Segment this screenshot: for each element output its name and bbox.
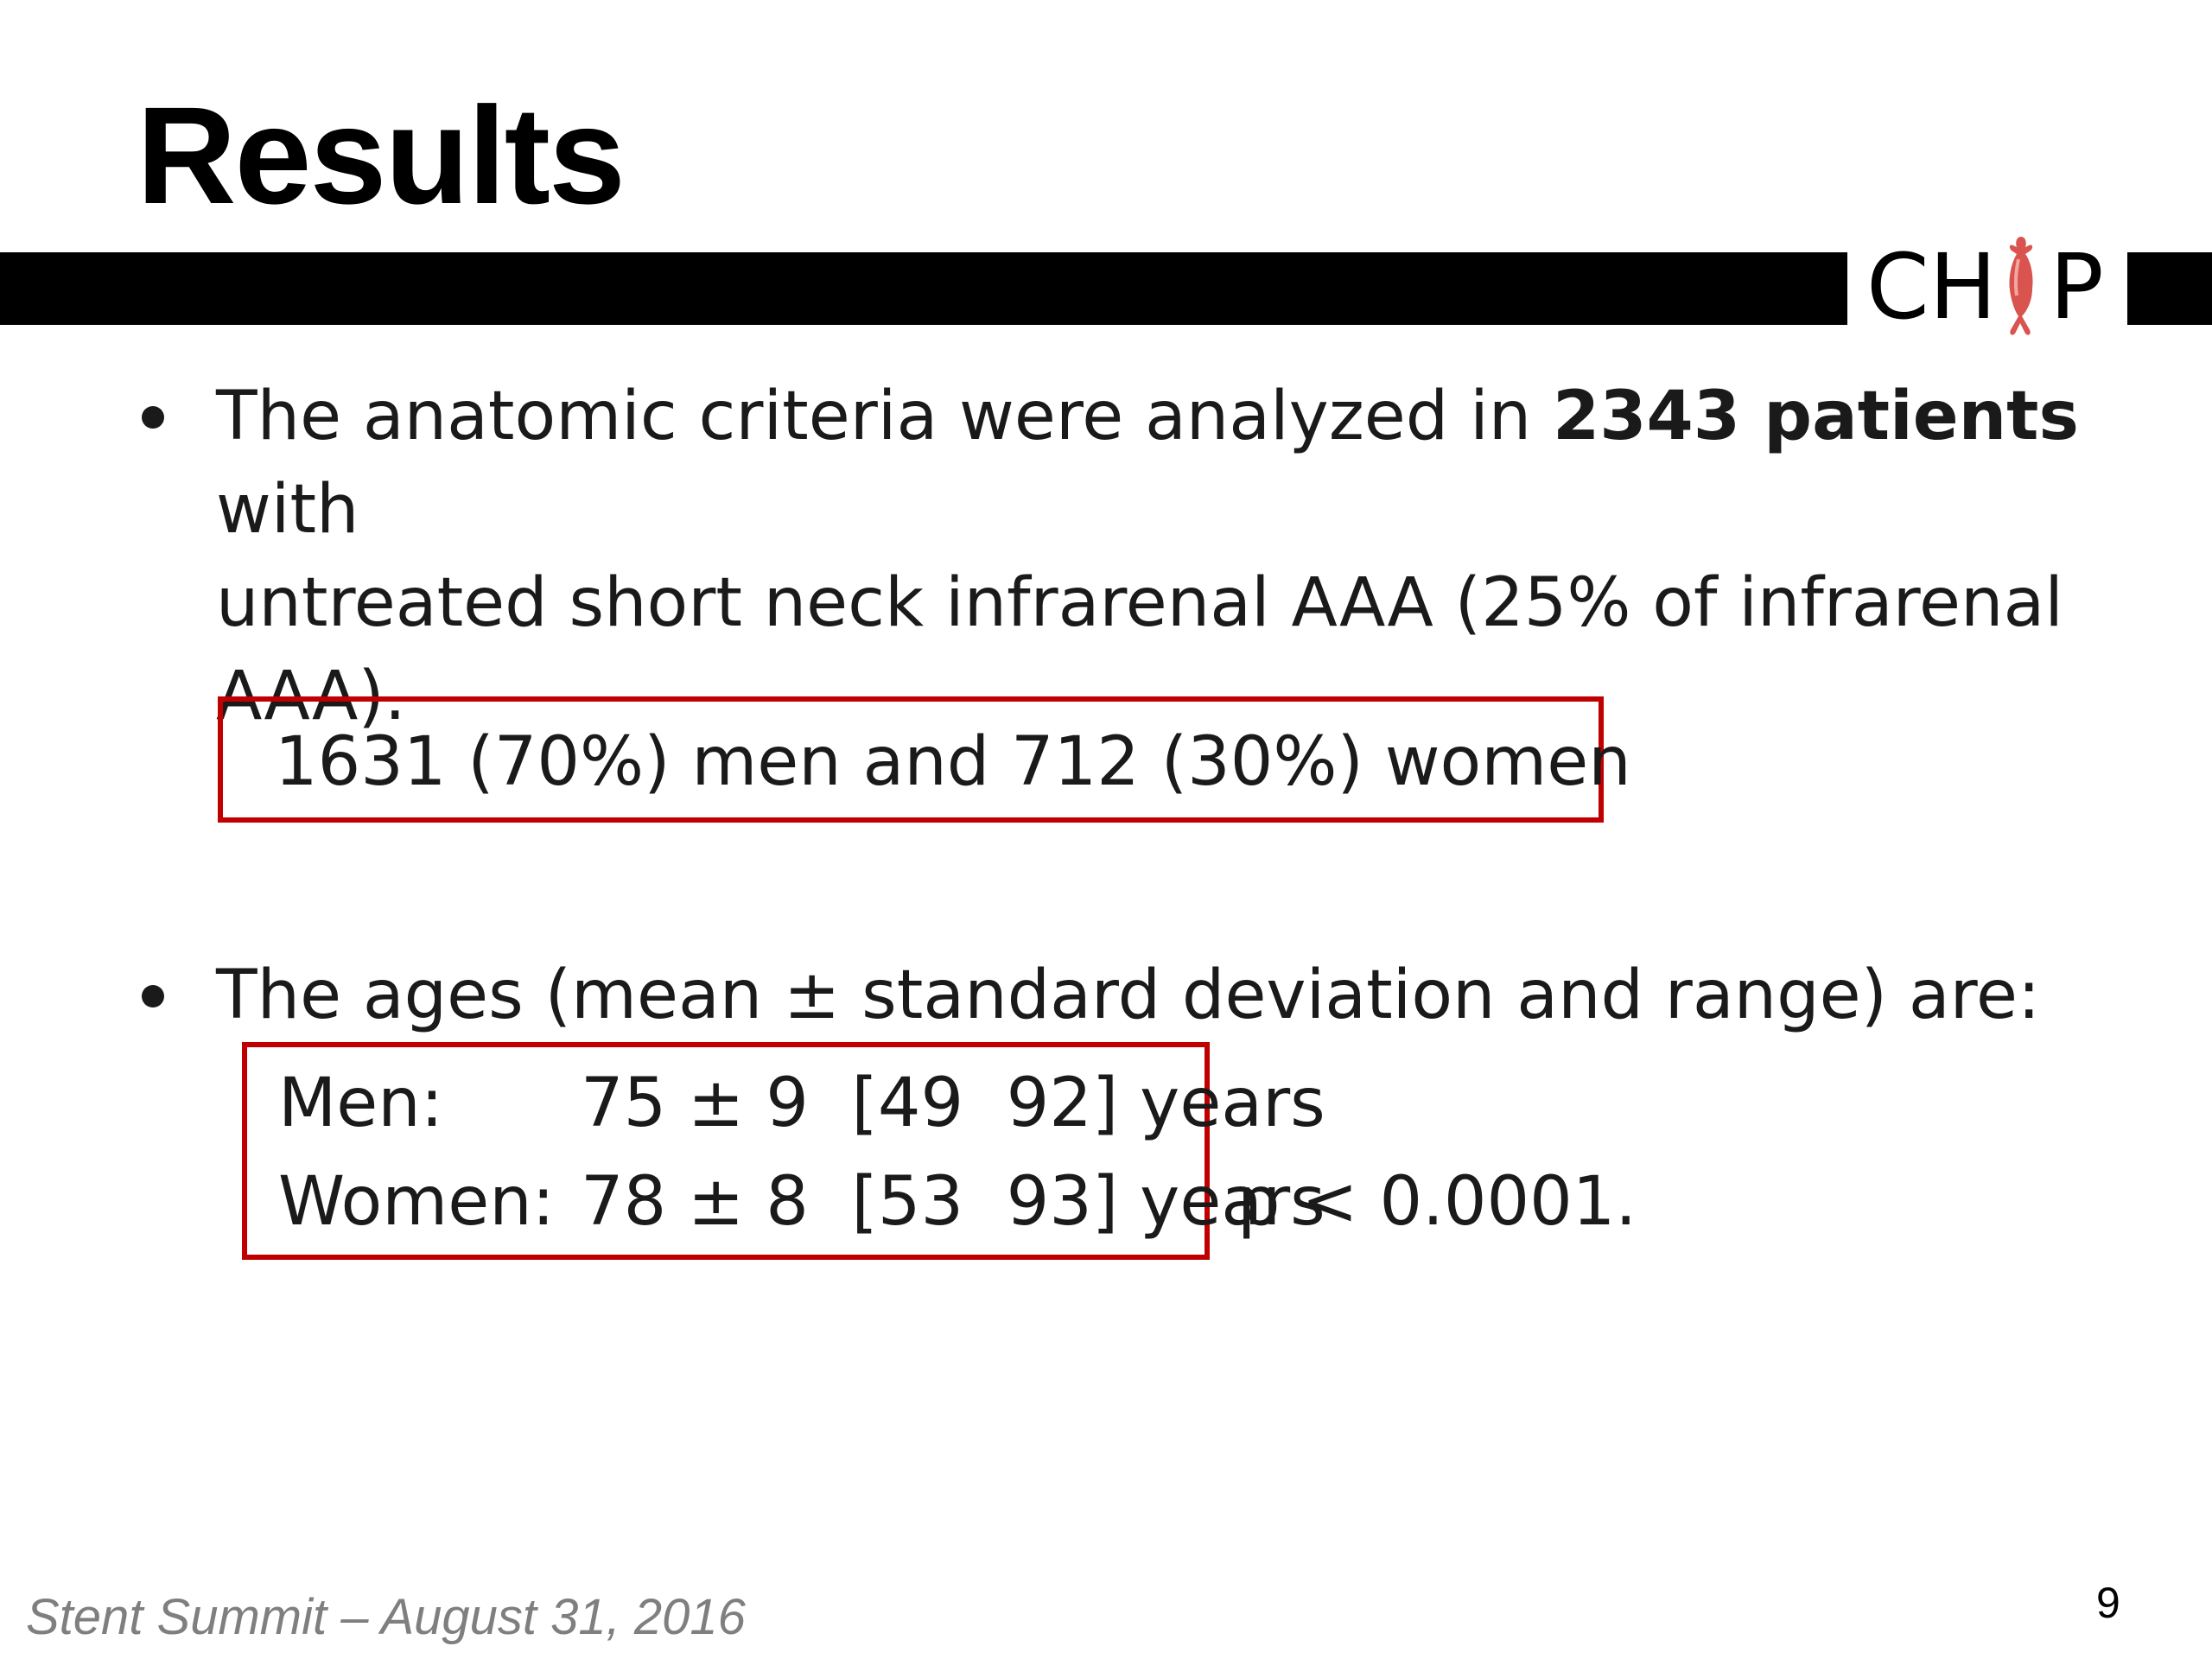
bullet-1-line-1-start: The anatomic criteria were analyzed in bbox=[216, 378, 1553, 455]
bullet-1-text: The anatomic criteria were analyzed in 2… bbox=[216, 370, 2117, 743]
bullet-1-line-1-end: with bbox=[216, 471, 359, 549]
aorta-icon bbox=[2009, 237, 2033, 335]
bullet-1-line-2: untreated short neck infrarenal AAA (25%… bbox=[216, 564, 2063, 642]
logo-text-prefix: CH bbox=[1866, 234, 1997, 340]
sex-split-text: 1631 (70%) men and 712 (30%) women bbox=[275, 723, 1631, 801]
footer-event: Stent Summit – August 31, 2016 bbox=[26, 1589, 746, 1645]
age-label-men: Men: bbox=[278, 1065, 444, 1142]
slide-title: Results bbox=[137, 78, 626, 232]
age-value-women: 78 ± 8 [53 93] years bbox=[581, 1163, 1325, 1241]
age-label-women: Women: bbox=[278, 1163, 555, 1241]
age-value-men: 75 ± 9 [49 92] years bbox=[581, 1065, 1325, 1142]
chip-logo: CH P bbox=[1866, 233, 2117, 340]
highlight-box-sex-split: 1631 (70%) men and 712 (30%) women bbox=[218, 696, 1631, 823]
title-divider-bar-left bbox=[0, 252, 1847, 325]
bullet-point-1 bbox=[142, 406, 164, 429]
bullet-1-bold-count: 2343 patients bbox=[1552, 378, 2079, 455]
age-stats-box: Men: 75 ± 9 [49 92] years Women: 78 ± 8 … bbox=[242, 1042, 1325, 1260]
page-number: 9 bbox=[2096, 1579, 2120, 1627]
title-divider-bar-right bbox=[2127, 252, 2212, 325]
logo-text-suffix: P bbox=[2050, 234, 2104, 340]
p-value: p < 0.0001. bbox=[1237, 1163, 1637, 1241]
bullet-point-2 bbox=[142, 985, 164, 1007]
bullet-2-text: The ages (mean ± standard deviation and … bbox=[216, 957, 2041, 1034]
bullet-1-line-1: The anatomic criteria were analyzed in 2… bbox=[216, 370, 2117, 556]
